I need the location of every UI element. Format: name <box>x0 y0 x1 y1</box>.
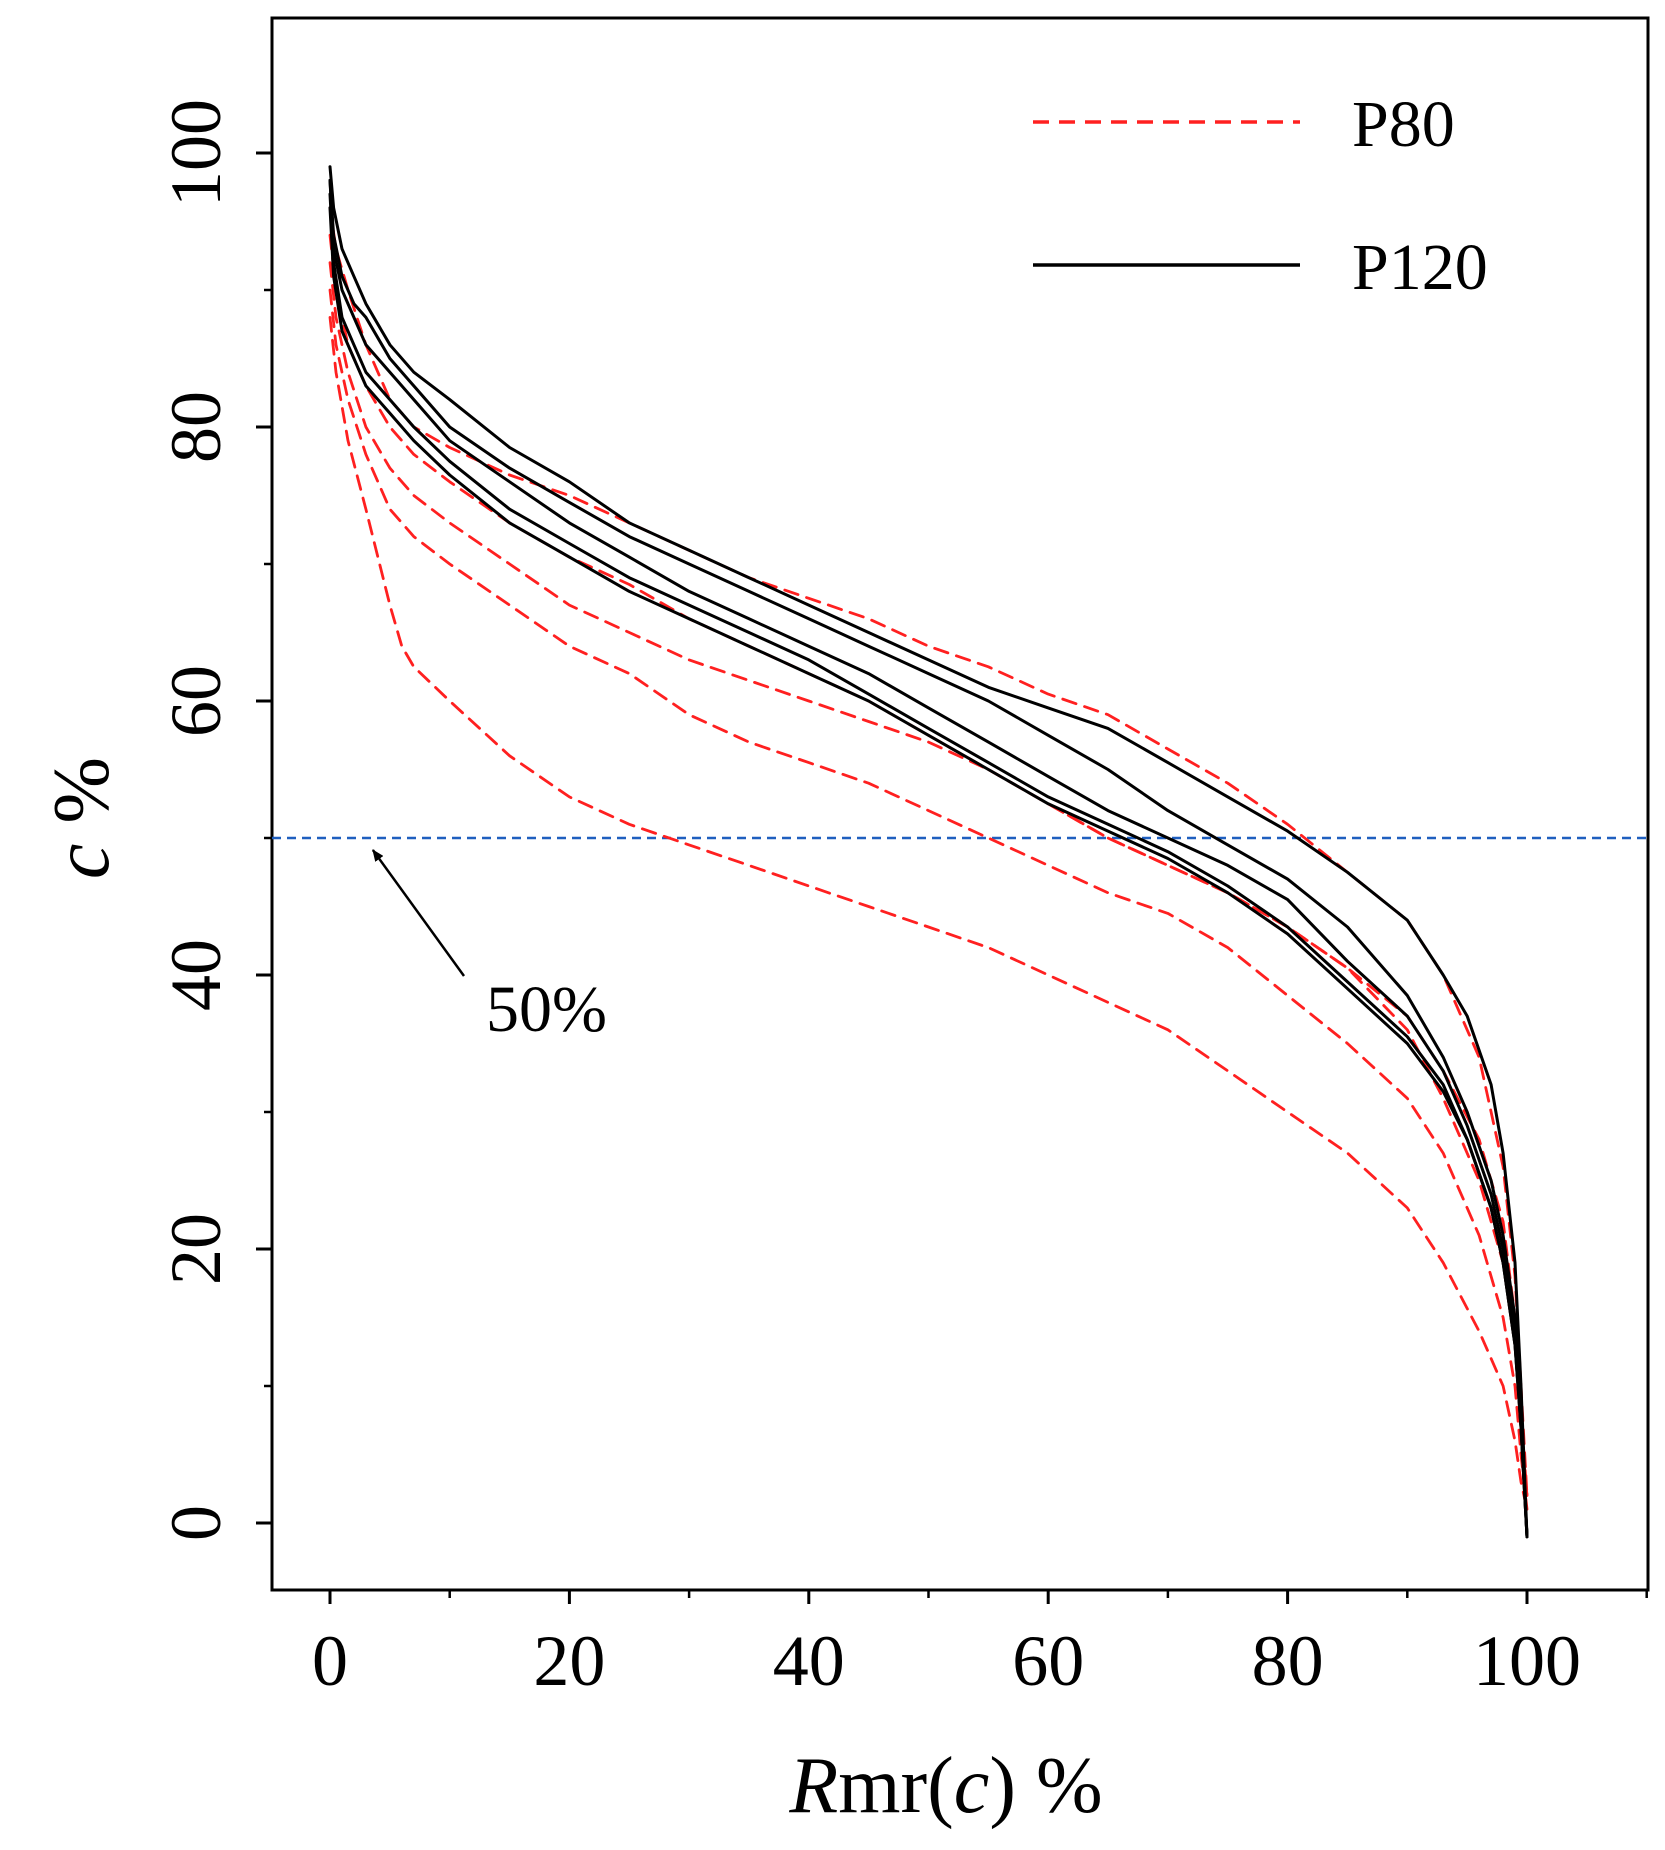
series-p120-curve-7 <box>328 178 1529 1539</box>
series-p120-curve-6 <box>328 165 1529 1539</box>
x-tick-label-40: 40 <box>773 1621 845 1701</box>
y-tick-label-0: 0 <box>156 1505 236 1541</box>
annotation-label-50-percent: 50% <box>486 973 607 1046</box>
annotation-arrow <box>371 849 466 977</box>
x-axis-title: Rmr(c) % <box>788 1742 1102 1830</box>
x-tick-label-100: 100 <box>1473 1621 1581 1701</box>
legend-label-p80: P80 <box>1352 88 1455 161</box>
y-tick-label-60: 60 <box>156 665 236 737</box>
y-tick-label-80: 80 <box>156 391 236 463</box>
y-tick-label-100: 100 <box>156 99 236 207</box>
legend-label-p120: P120 <box>1352 231 1488 304</box>
series-p80-curve-4 <box>328 288 1529 1511</box>
plot-frame <box>270 16 1650 1592</box>
series-p80-curve-1 <box>328 206 1529 1497</box>
series-p80-curve-5 <box>328 315 1529 1511</box>
y-axis-title: c % <box>38 757 126 879</box>
series-p80-curve-2 <box>328 233 1529 1497</box>
series-p80-curve-3 <box>328 261 1529 1497</box>
x-tick-label-60: 60 <box>1012 1621 1084 1701</box>
x-tick-label-20: 20 <box>533 1621 605 1701</box>
y-tick-label-20: 20 <box>156 1213 236 1285</box>
y-tick-label-40: 40 <box>156 939 236 1011</box>
series-p120-curve-9 <box>328 192 1529 1539</box>
x-tick-label-0: 0 <box>312 1621 348 1701</box>
series-p120-curve-10 <box>328 206 1529 1539</box>
x-tick-label-80: 80 <box>1252 1621 1324 1701</box>
series-p120-curve-8 <box>328 178 1529 1539</box>
